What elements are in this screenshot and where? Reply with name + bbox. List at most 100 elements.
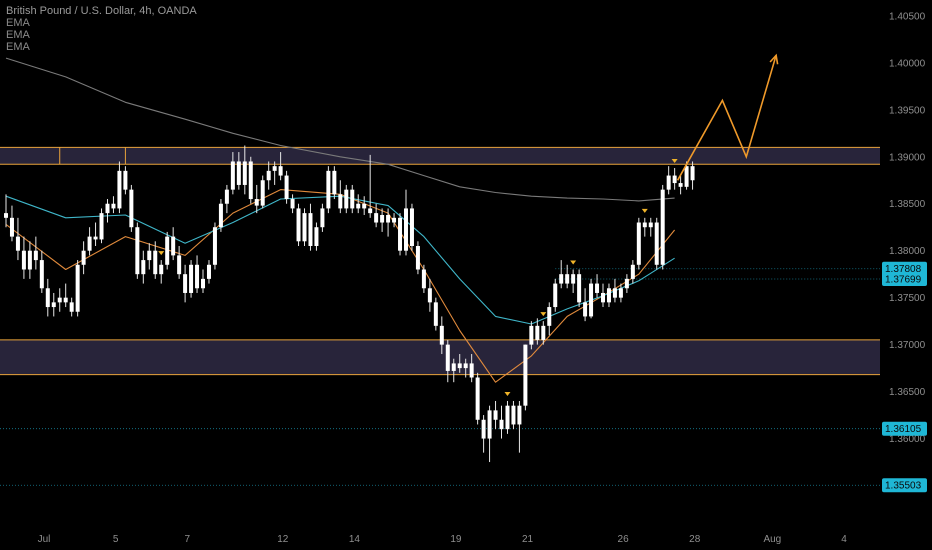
candle[interactable] [21,236,26,279]
candle[interactable] [660,184,665,270]
candle[interactable] [398,213,403,256]
candle[interactable] [517,400,522,453]
projection-path[interactable] [676,55,777,181]
candle[interactable] [236,152,241,190]
candle[interactable] [427,278,432,312]
candle[interactable] [27,241,32,279]
candle[interactable] [469,354,474,383]
candle[interactable] [195,255,200,293]
indicator-ema-2[interactable]: EMA [6,29,30,41]
candle[interactable] [457,354,462,373]
candle[interactable] [45,278,50,317]
candle[interactable] [553,278,558,312]
candle[interactable] [99,208,104,244]
candle[interactable] [9,205,14,242]
candle[interactable] [648,217,653,237]
candle[interactable] [350,184,355,214]
candle[interactable] [595,274,600,298]
candle[interactable] [415,241,420,275]
candle[interactable] [392,213,397,228]
candle[interactable] [165,231,170,270]
candle[interactable] [374,203,379,228]
candle[interactable] [362,196,367,216]
price-badge[interactable]: 1.35503 [882,478,927,493]
candle[interactable] [684,161,689,190]
candle[interactable] [15,217,20,261]
candle[interactable] [189,260,194,298]
candle[interactable] [344,184,349,214]
candle[interactable] [87,227,92,256]
symbol-title[interactable]: British Pound / U.S. Dollar, 4h, OANDA [6,5,197,17]
candle[interactable] [451,358,456,383]
candle[interactable] [421,264,426,293]
candle[interactable] [218,199,223,232]
indicator-ema-3[interactable]: EMA [6,41,30,53]
candle[interactable] [326,166,331,214]
candle[interactable] [535,318,540,345]
candle[interactable] [242,145,247,195]
candle[interactable] [511,400,516,430]
candle[interactable] [75,260,80,317]
candle[interactable] [499,405,504,439]
candle[interactable] [254,184,259,214]
candle[interactable] [308,203,313,251]
candle[interactable] [356,194,361,214]
candle[interactable] [206,260,211,284]
candle[interactable] [51,292,56,317]
candle[interactable] [320,203,325,232]
candle[interactable] [559,260,564,289]
ema-line-2[interactable] [5,195,675,325]
zone-0[interactable] [0,147,880,165]
candle[interactable] [290,194,295,214]
candle[interactable] [111,196,116,214]
candle[interactable] [4,194,8,228]
candle[interactable] [636,217,641,270]
candle[interactable] [445,339,450,383]
candle[interactable] [606,283,611,308]
candle[interactable] [583,288,588,322]
candle[interactable] [523,344,528,411]
candle[interactable] [147,243,152,270]
candle[interactable] [201,269,206,293]
candle[interactable] [666,166,671,195]
candle[interactable] [332,166,337,200]
candle[interactable] [183,264,188,303]
candle[interactable] [171,227,176,261]
candle[interactable] [463,358,468,378]
candle[interactable] [612,278,617,303]
candle[interactable] [589,278,594,319]
candle[interactable] [386,208,391,237]
candle[interactable] [481,415,486,453]
candle[interactable] [153,241,158,279]
candle[interactable] [302,208,307,247]
candle[interactable] [678,175,683,195]
price-badge[interactable]: 1.37699 [882,271,927,286]
candle[interactable] [630,260,635,284]
ema-line-3[interactable] [5,57,675,202]
candle[interactable] [690,161,695,190]
candle[interactable] [177,246,182,279]
candle[interactable] [260,175,265,209]
indicator-ema-1[interactable]: EMA [6,17,30,29]
candle[interactable] [409,203,414,251]
candle[interactable] [571,269,576,293]
candle[interactable] [541,321,546,345]
candle[interactable] [547,302,552,336]
candle[interactable] [212,222,217,270]
candle[interactable] [565,264,570,289]
candle[interactable] [577,269,582,308]
candle[interactable] [296,203,301,247]
candle[interactable] [601,283,605,308]
candle[interactable] [69,297,74,317]
candle[interactable] [338,180,343,214]
candle[interactable] [475,372,480,425]
candle[interactable] [159,260,164,284]
candle[interactable] [272,161,277,185]
candle[interactable] [284,170,289,204]
candle[interactable] [487,405,492,463]
candle[interactable] [433,297,438,331]
price-badge[interactable]: 1.36105 [882,421,927,436]
candle[interactable] [672,168,677,190]
candle[interactable] [248,156,253,204]
candle[interactable] [129,184,134,232]
